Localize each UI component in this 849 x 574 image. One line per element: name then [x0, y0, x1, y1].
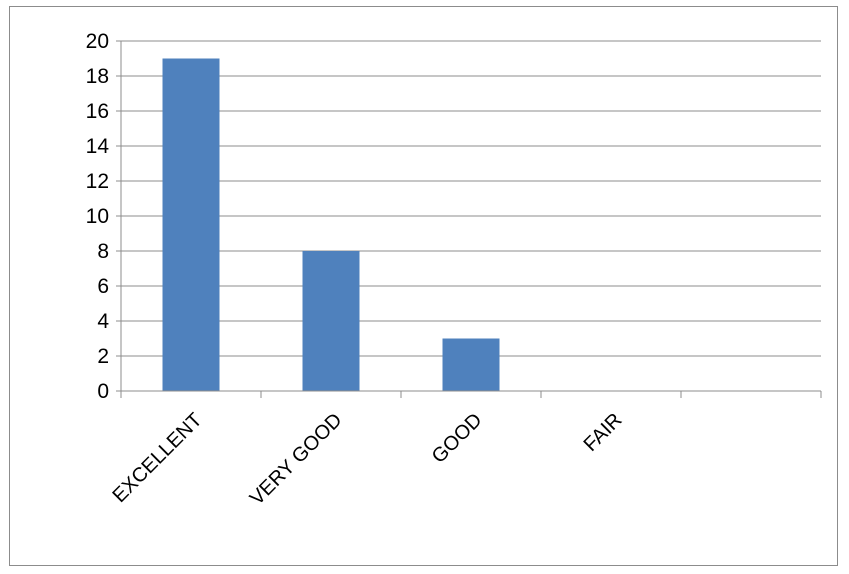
- x-tick-label: GOOD: [428, 409, 487, 468]
- y-tick-label: 16: [86, 100, 109, 123]
- y-tick-label: 6: [97, 275, 109, 298]
- y-tick-label: 2: [97, 345, 109, 368]
- y-tick-label: 18: [86, 65, 109, 88]
- axes: [116, 40, 822, 398]
- bar: [162, 58, 220, 391]
- gridlines: [121, 40, 821, 357]
- x-tick-label: EXCELLENT: [108, 409, 206, 507]
- bars: [162, 58, 500, 391]
- y-tick-label: 8: [97, 240, 109, 263]
- y-tick-label: 20: [86, 30, 109, 53]
- y-tick-label: 10: [86, 205, 109, 228]
- bar: [302, 251, 360, 391]
- y-tick-label: 4: [97, 310, 109, 333]
- y-tick-label: 14: [86, 135, 110, 158]
- x-tick-label: FAIR: [580, 409, 627, 456]
- y-tick-label: 0: [97, 380, 109, 403]
- x-tick-label: VERY GOOD: [246, 409, 347, 510]
- bar: [442, 338, 500, 391]
- y-tick-label: 12: [86, 170, 109, 193]
